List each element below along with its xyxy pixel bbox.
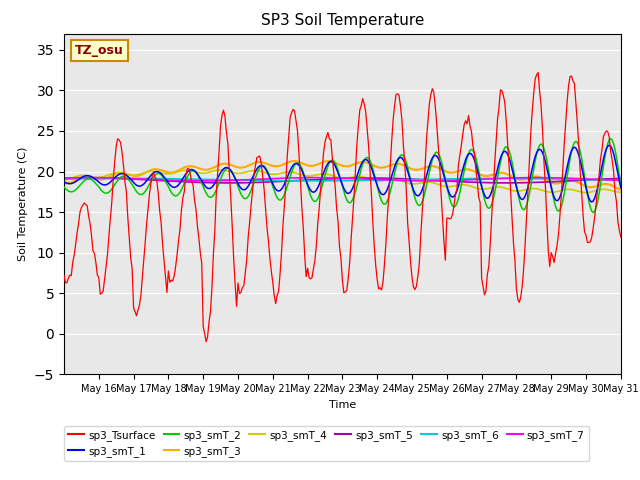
sp3_smT_2 (430, 153, 438, 158)
sp3_smT_1 (73, 178, 81, 183)
sp3_smT_7 (431, 178, 439, 184)
sp3_smT_2 (589, 210, 597, 216)
sp3_smT_6 (73, 176, 81, 182)
sp3_Tsurface (356, 107, 364, 113)
sp3_smT_5 (357, 175, 365, 181)
sp3_smT_1 (588, 199, 596, 205)
Line: sp3_Tsurface: sp3_Tsurface (64, 72, 621, 342)
Title: SP3 Soil Temperature: SP3 Soil Temperature (260, 13, 424, 28)
sp3_smT_4 (60, 177, 68, 183)
sp3_smT_2 (289, 166, 297, 171)
sp3_smT_6 (617, 178, 625, 183)
sp3_smT_3 (449, 170, 456, 176)
sp3_smT_5 (450, 179, 458, 184)
sp3_smT_2 (617, 182, 625, 188)
sp3_smT_7 (73, 175, 81, 180)
sp3_smT_6 (450, 176, 458, 181)
Line: sp3_smT_3: sp3_smT_3 (64, 161, 621, 190)
sp3_smT_4 (73, 173, 81, 179)
sp3_smT_1 (289, 162, 297, 168)
sp3_smT_1 (60, 179, 68, 185)
sp3_Tsurface (291, 108, 298, 114)
sp3_smT_2 (355, 177, 362, 183)
sp3_smT_3 (73, 177, 81, 182)
sp3_Tsurface (60, 273, 68, 278)
Line: sp3_smT_5: sp3_smT_5 (64, 178, 621, 183)
sp3_Tsurface (617, 234, 625, 240)
sp3_smT_3 (109, 172, 117, 178)
sp3_smT_1 (430, 153, 438, 159)
sp3_smT_6 (433, 176, 440, 182)
Line: sp3_smT_2: sp3_smT_2 (64, 139, 621, 213)
sp3_smT_7 (533, 175, 541, 180)
sp3_smT_7 (421, 178, 429, 184)
sp3_Tsurface (534, 70, 542, 75)
sp3_smT_2 (73, 186, 81, 192)
sp3_smT_6 (124, 176, 132, 181)
sp3_smT_7 (617, 178, 625, 183)
sp3_smT_7 (60, 175, 68, 181)
sp3_smT_5 (433, 178, 440, 183)
sp3_smT_7 (355, 176, 362, 181)
sp3_smT_6 (310, 178, 317, 184)
sp3_smT_5 (60, 176, 68, 181)
sp3_smT_1 (605, 142, 613, 148)
sp3_smT_7 (449, 178, 456, 183)
sp3_smT_5 (73, 175, 81, 181)
sp3_smT_2 (60, 184, 68, 190)
sp3_smT_6 (109, 176, 117, 181)
sp3_Tsurface (449, 211, 456, 217)
sp3_smT_3 (324, 158, 332, 164)
sp3_smT_5 (617, 176, 625, 181)
sp3_smT_6 (60, 176, 68, 182)
Text: TZ_osu: TZ_osu (75, 44, 124, 57)
sp3_smT_4 (449, 183, 456, 189)
sp3_smT_7 (109, 175, 117, 181)
sp3_Tsurface (202, 339, 210, 345)
sp3_smT_5 (111, 176, 118, 181)
X-axis label: Time: Time (329, 400, 356, 409)
Line: sp3_smT_1: sp3_smT_1 (64, 145, 621, 202)
sp3_smT_6 (291, 178, 298, 184)
sp3_smT_4 (582, 190, 590, 195)
sp3_smT_4 (109, 170, 117, 176)
sp3_smT_7 (289, 175, 297, 181)
sp3_smT_3 (617, 187, 625, 192)
sp3_smT_1 (355, 169, 362, 175)
sp3_smT_2 (607, 136, 614, 142)
sp3_smT_3 (431, 164, 439, 169)
sp3_smT_4 (291, 170, 298, 176)
sp3_smT_4 (617, 189, 625, 195)
sp3_smT_3 (289, 158, 297, 164)
sp3_smT_4 (356, 174, 364, 180)
sp3_smT_2 (109, 184, 117, 190)
Line: sp3_smT_7: sp3_smT_7 (64, 178, 621, 181)
sp3_Tsurface (109, 176, 117, 181)
Line: sp3_smT_6: sp3_smT_6 (64, 179, 621, 181)
sp3_smT_3 (356, 159, 364, 165)
sp3_Tsurface (73, 230, 81, 236)
sp3_smT_4 (217, 167, 225, 173)
sp3_smT_4 (431, 180, 439, 186)
sp3_smT_5 (292, 178, 300, 183)
Line: sp3_smT_4: sp3_smT_4 (64, 170, 621, 192)
sp3_smT_3 (60, 180, 68, 186)
sp3_smT_5 (85, 175, 93, 181)
sp3_Tsurface (431, 103, 439, 108)
Legend: sp3_Tsurface, sp3_smT_1, sp3_smT_2, sp3_smT_3, sp3_smT_4, sp3_smT_5, sp3_smT_6, : sp3_Tsurface, sp3_smT_1, sp3_smT_2, sp3_… (64, 426, 589, 461)
sp3_smT_6 (357, 178, 365, 183)
sp3_smT_1 (617, 185, 625, 191)
sp3_smT_2 (447, 200, 455, 206)
sp3_smT_1 (109, 176, 117, 182)
Y-axis label: Soil Temperature (C): Soil Temperature (C) (19, 147, 28, 261)
sp3_smT_1 (447, 193, 455, 199)
sp3_smT_5 (224, 180, 232, 186)
